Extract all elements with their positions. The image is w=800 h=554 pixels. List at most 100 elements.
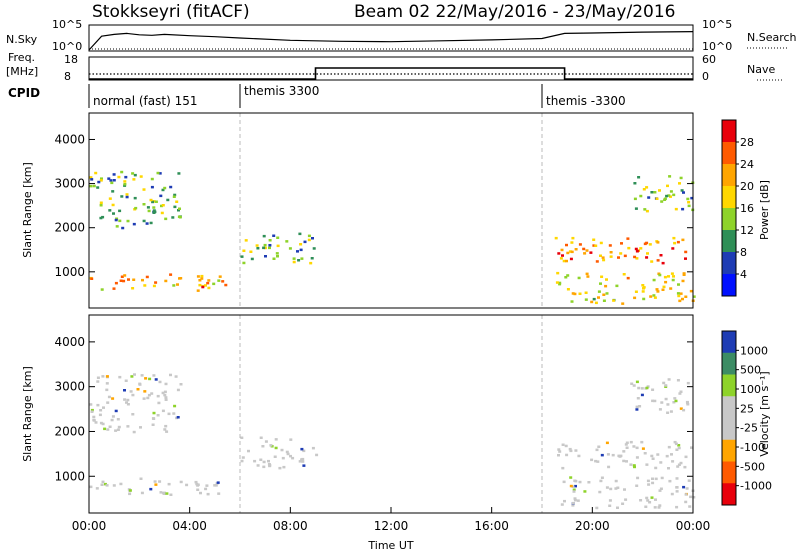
power-cell bbox=[119, 279, 123, 282]
power-cell bbox=[133, 196, 137, 200]
velocity-cell bbox=[614, 487, 618, 490]
velocity-cell bbox=[564, 444, 568, 448]
power-cell bbox=[667, 275, 670, 278]
power-cell bbox=[158, 172, 162, 175]
power-cell bbox=[682, 272, 686, 275]
velocity-cell bbox=[217, 492, 221, 495]
velocity-cell bbox=[274, 446, 278, 450]
power-cell bbox=[594, 301, 598, 305]
power-cell bbox=[602, 293, 606, 296]
power-cell bbox=[641, 290, 645, 293]
velocity-cell bbox=[687, 479, 691, 482]
freq-tick-bottom: 8 bbox=[64, 70, 71, 83]
power-cell bbox=[669, 190, 673, 193]
velocity-cell bbox=[600, 476, 604, 479]
velocity-cell bbox=[673, 397, 677, 400]
power-cell bbox=[639, 247, 643, 250]
power-cell bbox=[664, 280, 668, 284]
y-tick-label: 1000 bbox=[54, 265, 85, 279]
power-cell bbox=[602, 299, 606, 302]
velocity-cell bbox=[640, 393, 644, 397]
power-cell bbox=[669, 195, 672, 198]
nave-label: Nave bbox=[747, 63, 775, 76]
velocity-cell bbox=[682, 408, 686, 412]
velocity-cell bbox=[659, 487, 663, 490]
power-cell bbox=[554, 236, 558, 240]
power-cell bbox=[312, 247, 316, 250]
power-cell bbox=[198, 283, 202, 287]
velocity-cell bbox=[126, 398, 130, 402]
velocity-cell bbox=[174, 375, 178, 378]
velocity-heatmap-cells bbox=[89, 315, 696, 513]
power-cell bbox=[118, 209, 122, 213]
power-cell bbox=[207, 279, 211, 282]
power-cell bbox=[665, 194, 669, 198]
power-cell bbox=[652, 278, 656, 282]
velocity-cell bbox=[185, 483, 189, 487]
colorbar-segment bbox=[722, 439, 736, 462]
nave-tick-top: 60 bbox=[702, 53, 716, 66]
power-cell bbox=[240, 255, 244, 258]
power-cell bbox=[221, 280, 225, 283]
power-cell bbox=[666, 184, 669, 188]
velocity-cell bbox=[116, 418, 120, 421]
velocity-cell bbox=[111, 415, 115, 418]
velocity-cell bbox=[300, 458, 304, 461]
power-cell bbox=[123, 274, 127, 277]
nsky-tick-top: 10^5 bbox=[52, 18, 82, 31]
power-cell bbox=[198, 279, 202, 282]
velocity-cell bbox=[112, 484, 116, 487]
velocity-cell bbox=[149, 487, 153, 491]
beam-date-title: Beam 02 22/May/2016 - 23/May/2016 bbox=[354, 2, 675, 22]
velocity-cell bbox=[101, 480, 105, 484]
power-cell bbox=[609, 255, 613, 258]
velocity-cell bbox=[624, 498, 628, 501]
velocity-cell bbox=[686, 403, 690, 406]
power-cell bbox=[626, 276, 630, 280]
power-cell bbox=[634, 207, 638, 210]
velocity-cell bbox=[176, 388, 180, 392]
velocity-cell bbox=[154, 483, 158, 486]
velocity-cell bbox=[670, 453, 673, 456]
power-cell bbox=[201, 285, 205, 289]
velocity-cell bbox=[677, 463, 681, 466]
velocity-cell bbox=[99, 409, 103, 412]
velocity-cell bbox=[616, 486, 620, 489]
power-cell bbox=[600, 275, 604, 278]
velocity-cell bbox=[672, 401, 676, 404]
power-cell bbox=[142, 203, 146, 206]
velocity-cell bbox=[560, 503, 564, 506]
velocity-cell bbox=[653, 506, 657, 509]
velocity-cell bbox=[645, 386, 649, 390]
power-cell bbox=[268, 239, 272, 242]
velocity-cell bbox=[163, 428, 167, 431]
velocity-cell bbox=[173, 404, 177, 408]
power-cell bbox=[152, 209, 156, 212]
power-cell bbox=[570, 300, 574, 303]
freq-panel-frame bbox=[88, 56, 694, 81]
x-tick-label: 12:00 bbox=[374, 519, 409, 533]
velocity-cell bbox=[262, 460, 266, 464]
power-cell bbox=[124, 175, 128, 179]
power-cell bbox=[678, 182, 681, 185]
freq-unit: [MHz] bbox=[6, 65, 38, 78]
power-cell bbox=[571, 236, 575, 240]
velocity-cell bbox=[142, 397, 146, 400]
power-cell bbox=[134, 206, 138, 210]
power-cell bbox=[100, 288, 104, 291]
velocity-cell bbox=[140, 491, 144, 495]
power-cell bbox=[655, 197, 659, 200]
velocity-cell bbox=[562, 480, 566, 484]
velocity-cell bbox=[196, 483, 200, 486]
power-cell bbox=[555, 281, 559, 284]
power-cell bbox=[627, 246, 631, 250]
power-cell bbox=[172, 195, 176, 198]
power-cell bbox=[159, 194, 163, 198]
power-cell bbox=[123, 184, 127, 187]
velocity-cell bbox=[674, 442, 678, 446]
power-cell bbox=[200, 277, 204, 280]
power-cell bbox=[682, 191, 685, 194]
velocity-cell bbox=[688, 505, 692, 508]
power-cell bbox=[99, 216, 103, 220]
velocity-cell bbox=[660, 476, 664, 480]
